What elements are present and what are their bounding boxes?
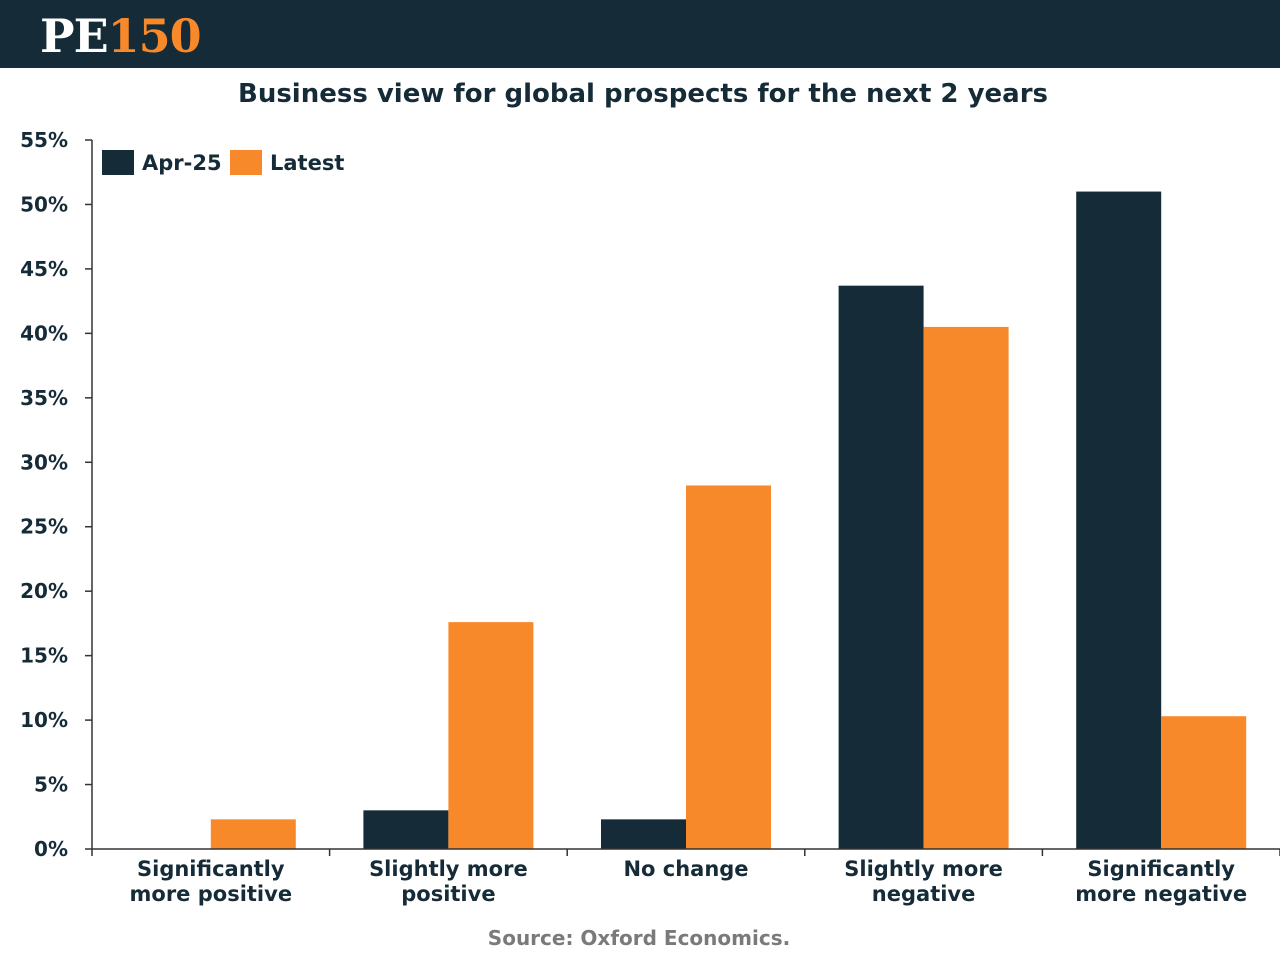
y-tick-label-50: 50% (20, 192, 68, 216)
y-tick-label-20: 20% (20, 579, 68, 603)
y-tick-label-55: 55% (20, 128, 68, 152)
bar-latest-1 (448, 622, 534, 849)
y-tick-label-45: 45% (20, 257, 68, 281)
header-bar: PE150 (0, 0, 1280, 68)
x-tick-label-2: No change (623, 857, 748, 881)
y-tick-label-25: 25% (20, 515, 68, 539)
y-tick-label-35: 35% (20, 386, 68, 410)
bar-apr-25-3 (838, 285, 924, 850)
x-tick-label-3: Slightly more negative (844, 857, 1003, 906)
x-tick-label-1: Slightly more positive (369, 857, 528, 906)
y-tick-label-0: 0% (34, 837, 68, 861)
x-tick-label-0: Significantly more positive (130, 857, 293, 906)
bar-latest-4 (1161, 716, 1247, 849)
legend-label-1: Latest (270, 151, 344, 175)
pe150-logo: PE150 (40, 8, 202, 64)
legend-swatch-1 (230, 150, 262, 175)
bar-latest-0 (210, 819, 296, 849)
bar-latest-3 (923, 326, 1009, 849)
legend-label-0: Apr-25 (142, 151, 222, 175)
y-tick-label-15: 15% (20, 644, 68, 668)
y-tick-label-10: 10% (20, 708, 68, 732)
legend-swatch-0 (102, 150, 134, 175)
y-tick-label-40: 40% (20, 321, 68, 345)
chart-title: Business view for global prospects for t… (238, 79, 1048, 109)
logo-pe-text: PE (40, 9, 109, 63)
bar-latest-2 (686, 485, 771, 849)
y-tick-label-30: 30% (20, 450, 68, 474)
bar-apr-25-1 (363, 810, 449, 849)
bar-apr-25-4 (1076, 191, 1162, 850)
logo-number-text: 150 (107, 9, 202, 63)
x-tick-label-4: Significantly more negative (1075, 857, 1247, 906)
bar-apr-25-2 (601, 819, 686, 849)
source-note: Source: Oxford Economics. (487, 926, 791, 950)
y-tick-label-5: 5% (34, 773, 68, 797)
